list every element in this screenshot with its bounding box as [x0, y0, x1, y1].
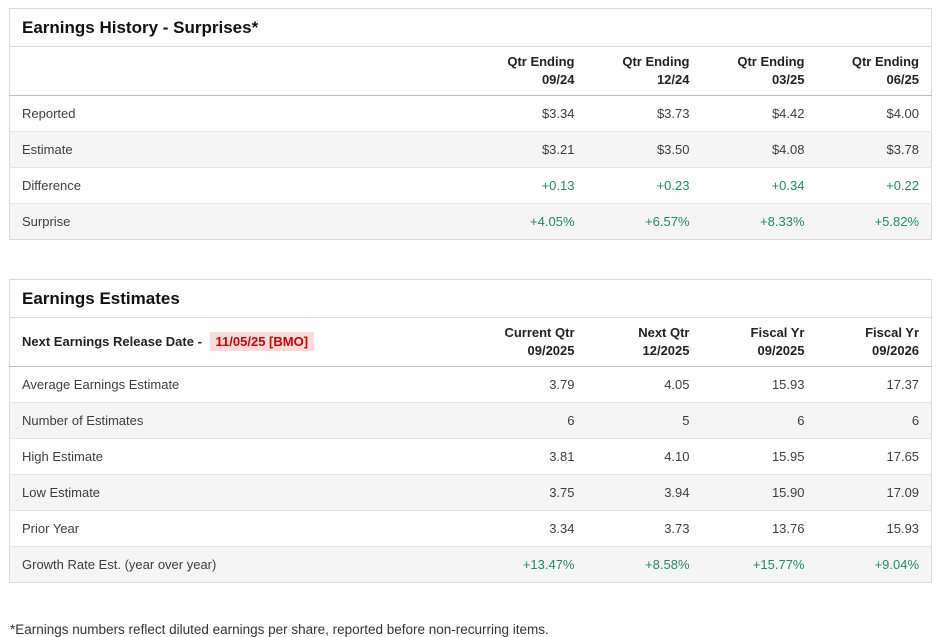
column-header-next-qtr: Next Qtr 12/2025: [586, 317, 702, 368]
table-row: Growth Rate Est. (year over year) +13.47%…: [9, 546, 932, 583]
value-cell: 15.93: [771, 377, 805, 393]
row-label: Growth Rate Est. (year over year): [22, 557, 217, 573]
earnings-history-title-row: Earnings History - Surprises*: [9, 8, 932, 47]
value-cell: $3.21: [541, 142, 575, 158]
table-row: Reported $3.34 $3.73 $4.42 $4.00: [10, 96, 932, 132]
value-cell: 17.37: [886, 377, 920, 393]
value-cell: 3.34: [549, 521, 575, 537]
empty-header-cell: [9, 46, 472, 97]
earnings-footnote: *Earnings numbers reflect diluted earnin…: [10, 622, 549, 637]
earnings-estimates-table: Earnings Estimates Next Earnings Release…: [9, 279, 933, 584]
value-cell: 15.90: [771, 485, 805, 501]
value-cell: +13.47%: [522, 557, 575, 573]
value-cell: 15.93: [886, 521, 920, 537]
column-header-qtr-0625: Qtr Ending 06/25: [816, 46, 932, 97]
value-cell: 17.65: [886, 449, 920, 465]
row-label: Number of Estimates: [22, 413, 144, 429]
table-row: Low Estimate 3.75 3.94 15.90 17.09: [9, 474, 932, 511]
row-label: Reported: [22, 106, 76, 122]
value-cell: +0.13: [541, 178, 575, 194]
value-cell: $3.34: [541, 106, 575, 122]
value-cell: 4.05: [664, 377, 690, 393]
value-cell: +0.23: [656, 178, 690, 194]
row-label: Difference: [22, 178, 82, 194]
value-cell: 4.10: [664, 449, 690, 465]
value-cell: $4.00: [886, 106, 920, 122]
earnings-estimates-header-row: Next Earnings Release Date - 11/05/25 [B…: [9, 317, 932, 368]
column-header-qtr-0325: Qtr Ending 03/25: [701, 46, 817, 97]
row-label: Average Earnings Estimate: [22, 377, 180, 393]
column-header-current-qtr: Current Qtr 09/2025: [471, 317, 587, 368]
value-cell: 6: [797, 413, 805, 429]
value-cell: $4.08: [771, 142, 805, 158]
row-label: Low Estimate: [22, 485, 101, 501]
value-cell: 13.76: [771, 521, 805, 537]
table-row: Prior Year 3.34 3.73 13.76 15.93: [9, 510, 932, 547]
column-header-fiscal-yr-2026: Fiscal Yr 09/2026: [816, 317, 932, 368]
table-row: Average Earnings Estimate 3.79 4.05 15.93 17…: [10, 367, 932, 403]
value-cell: $4.42: [771, 106, 805, 122]
row-label: Prior Year: [22, 521, 80, 537]
table-row: Number of Estimates 6 5 6 6: [9, 402, 932, 439]
table-row: Difference +0.13 +0.23 +0.34 +0.22: [9, 167, 932, 204]
value-cell: $3.78: [886, 142, 920, 158]
value-cell: 6: [911, 413, 920, 429]
value-cell: +5.82%: [874, 214, 920, 230]
release-date-value: 11/05/25 [BMO]: [209, 331, 315, 351]
value-cell: +6.57%: [645, 214, 690, 230]
earnings-history-body: Reported $3.34 $3.73 $4.42 $4.00 Estimate $3.2…: [9, 96, 932, 240]
row-label: Surprise: [22, 214, 71, 230]
value-cell: 3.81: [549, 449, 575, 465]
earnings-estimates-title: Earnings Estimates: [9, 279, 932, 319]
value-cell: +8.33%: [760, 214, 805, 230]
next-earnings-release-cell: Next Earnings Release Date - 11/05/25 [B…: [9, 317, 472, 368]
row-label: Estimate: [22, 142, 73, 158]
page: Earnings History - Surprises* Qtr Ending…: [9, 8, 933, 637]
value-cell: 5: [682, 413, 690, 429]
value-cell: +15.77%: [752, 557, 805, 573]
value-cell: 3.79: [549, 377, 575, 393]
value-cell: 6: [567, 413, 575, 429]
value-cell: 15.95: [771, 449, 805, 465]
value-cell: 3.94: [664, 485, 690, 501]
value-cell: $3.73: [656, 106, 690, 122]
earnings-history-title: Earnings History - Surprises*: [9, 8, 932, 47]
row-label: High Estimate: [22, 449, 103, 465]
value-cell: $3.50: [656, 142, 690, 158]
earnings-estimates-body: Average Earnings Estimate 3.79 4.05 15.93 17…: [9, 367, 932, 583]
value-cell: +0.22: [886, 178, 920, 194]
value-cell: 3.73: [664, 521, 690, 537]
table-row: High Estimate 3.81 4.10 15.95 17.65: [9, 438, 932, 475]
value-cell: +0.34: [771, 178, 805, 194]
earnings-history-header-row: Qtr Ending 09/24 Qtr Ending 12/24 Qtr En…: [9, 46, 932, 97]
column-header-qtr-0924: Qtr Ending 09/24: [471, 46, 587, 97]
value-cell: +8.58%: [645, 557, 690, 573]
earnings-estimates-title-row: Earnings Estimates: [9, 279, 932, 319]
value-cell: 3.75: [549, 485, 575, 501]
column-header-fiscal-yr-2025: Fiscal Yr 09/2025: [701, 317, 817, 368]
column-header-qtr-1224: Qtr Ending 12/24: [586, 46, 702, 97]
value-cell: +9.04%: [874, 557, 920, 573]
table-row: Estimate $3.21 $3.50 $4.08 $3.78: [9, 131, 932, 168]
value-cell: 17.09: [886, 485, 920, 501]
release-date-label: Next Earnings Release Date -: [22, 333, 202, 349]
table-row: Surprise +4.05% +6.57% +8.33% +5.82%: [9, 203, 932, 240]
value-cell: +4.05%: [530, 214, 575, 230]
earnings-history-table: Earnings History - Surprises* Qtr Ending…: [9, 8, 933, 241]
